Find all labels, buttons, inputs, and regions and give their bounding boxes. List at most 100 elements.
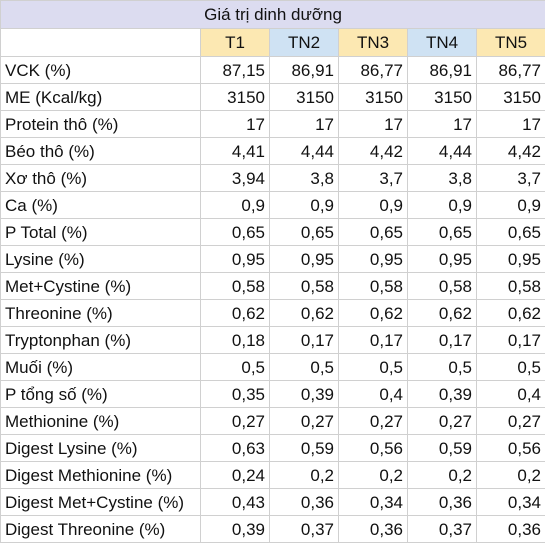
value-cell-t1[interactable]: 3,94: [200, 164, 270, 192]
value-cell-tn3[interactable]: 0,65: [338, 218, 408, 246]
value-cell-tn5[interactable]: 0,58: [475, 272, 545, 300]
value-cell-tn3[interactable]: 0,4: [338, 380, 408, 408]
value-cell-tn2[interactable]: 0,95: [269, 245, 339, 273]
value-cell-tn3[interactable]: 0,95: [338, 245, 408, 273]
value-cell-tn3[interactable]: 0,58: [338, 272, 408, 300]
row-label-cell[interactable]: VCK (%): [0, 56, 201, 84]
value-cell-tn3[interactable]: 86,77: [338, 56, 408, 84]
value-cell-tn2[interactable]: 0,37: [269, 515, 339, 543]
row-label-cell[interactable]: Digest Methionine (%): [0, 461, 201, 489]
value-cell-tn2[interactable]: 0,9: [269, 191, 339, 219]
value-cell-tn4[interactable]: 0,27: [407, 407, 477, 435]
value-cell-tn5[interactable]: 0,62: [475, 299, 545, 327]
value-cell-tn3[interactable]: 3150: [338, 83, 408, 111]
value-cell-tn2[interactable]: 0,2: [269, 461, 339, 489]
value-cell-tn5[interactable]: 0,5: [475, 353, 545, 381]
corner-cell[interactable]: [0, 28, 201, 57]
value-cell-tn4[interactable]: 3150: [407, 83, 477, 111]
value-cell-tn4[interactable]: 0,39: [407, 380, 477, 408]
value-cell-t1[interactable]: 87,15: [200, 56, 270, 84]
value-cell-tn5[interactable]: 0,95: [475, 245, 545, 273]
value-cell-tn4[interactable]: 4,44: [407, 137, 477, 165]
value-cell-tn2[interactable]: 86,91: [269, 56, 339, 84]
value-cell-tn4[interactable]: 0,95: [407, 245, 477, 273]
value-cell-tn4[interactable]: 0,58: [407, 272, 477, 300]
value-cell-tn2[interactable]: 0,39: [269, 380, 339, 408]
value-cell-t1[interactable]: 4,41: [200, 137, 270, 165]
value-cell-t1[interactable]: 0,95: [200, 245, 270, 273]
value-cell-tn5[interactable]: 0,4: [475, 380, 545, 408]
value-cell-t1[interactable]: 0,5: [200, 353, 270, 381]
column-header-tn2[interactable]: TN2: [269, 28, 339, 57]
value-cell-tn3[interactable]: 0,34: [338, 488, 408, 516]
value-cell-tn3[interactable]: 3,7: [338, 164, 408, 192]
value-cell-tn2[interactable]: 0,36: [269, 488, 339, 516]
value-cell-tn3[interactable]: 0,9: [338, 191, 408, 219]
row-label-cell[interactable]: Digest Threonine (%): [0, 515, 201, 543]
row-label-cell[interactable]: Muối (%): [0, 353, 201, 381]
value-cell-tn5[interactable]: 0,56: [475, 434, 545, 462]
row-label-cell[interactable]: Lysine (%): [0, 245, 201, 273]
value-cell-tn5[interactable]: 86,77: [475, 56, 545, 84]
row-label-cell[interactable]: Met+Cystine (%): [0, 272, 201, 300]
value-cell-tn3[interactable]: 0,36: [338, 515, 408, 543]
value-cell-tn4[interactable]: 17: [407, 110, 477, 138]
value-cell-tn5[interactable]: 17: [475, 110, 545, 138]
value-cell-tn3[interactable]: 0,5: [338, 353, 408, 381]
value-cell-tn3[interactable]: 0,2: [338, 461, 408, 489]
value-cell-tn5[interactable]: 0,65: [475, 218, 545, 246]
value-cell-tn4[interactable]: 0,59: [407, 434, 477, 462]
value-cell-tn3[interactable]: 0,62: [338, 299, 408, 327]
row-label-cell[interactable]: Xơ thô (%): [0, 164, 201, 192]
value-cell-tn3[interactable]: 4,42: [338, 137, 408, 165]
value-cell-tn5[interactable]: 0,27: [475, 407, 545, 435]
row-label-cell[interactable]: Digest Met+Cystine (%): [0, 488, 201, 516]
value-cell-tn4[interactable]: 0,36: [407, 488, 477, 516]
value-cell-tn2[interactable]: 3,8: [269, 164, 339, 192]
value-cell-t1[interactable]: 0,58: [200, 272, 270, 300]
value-cell-tn5[interactable]: 0,2: [475, 461, 545, 489]
column-header-tn4[interactable]: TN4: [407, 28, 477, 57]
value-cell-tn4[interactable]: 0,17: [407, 326, 477, 354]
value-cell-tn5[interactable]: 0,17: [475, 326, 545, 354]
row-label-cell[interactable]: Ca (%): [0, 191, 201, 219]
value-cell-tn2[interactable]: 0,27: [269, 407, 339, 435]
value-cell-t1[interactable]: 0,43: [200, 488, 270, 516]
value-cell-tn2[interactable]: 0,17: [269, 326, 339, 354]
value-cell-tn2[interactable]: 0,58: [269, 272, 339, 300]
value-cell-tn2[interactable]: 0,62: [269, 299, 339, 327]
row-label-cell[interactable]: Protein thô (%): [0, 110, 201, 138]
value-cell-tn2[interactable]: 3150: [269, 83, 339, 111]
value-cell-tn3[interactable]: 0,56: [338, 434, 408, 462]
value-cell-tn2[interactable]: 0,5: [269, 353, 339, 381]
value-cell-tn4[interactable]: 0,37: [407, 515, 477, 543]
value-cell-tn4[interactable]: 86,91: [407, 56, 477, 84]
column-header-t1[interactable]: T1: [200, 28, 270, 57]
value-cell-tn4[interactable]: 0,5: [407, 353, 477, 381]
value-cell-t1[interactable]: 3150: [200, 83, 270, 111]
row-label-cell[interactable]: Digest Lysine (%): [0, 434, 201, 462]
value-cell-tn2[interactable]: 17: [269, 110, 339, 138]
value-cell-t1[interactable]: 0,18: [200, 326, 270, 354]
row-label-cell[interactable]: P tổng số (%): [0, 380, 201, 408]
value-cell-t1[interactable]: 0,35: [200, 380, 270, 408]
value-cell-t1[interactable]: 17: [200, 110, 270, 138]
value-cell-t1[interactable]: 0,9: [200, 191, 270, 219]
value-cell-tn3[interactable]: 17: [338, 110, 408, 138]
row-label-cell[interactable]: ME (Kcal/kg): [0, 83, 201, 111]
value-cell-tn5[interactable]: 0,36: [475, 515, 545, 543]
value-cell-tn3[interactable]: 0,27: [338, 407, 408, 435]
column-header-tn3[interactable]: TN3: [338, 28, 408, 57]
row-label-cell[interactable]: Béo thô (%): [0, 137, 201, 165]
value-cell-tn2[interactable]: 0,59: [269, 434, 339, 462]
value-cell-tn4[interactable]: 0,65: [407, 218, 477, 246]
value-cell-tn2[interactable]: 4,44: [269, 137, 339, 165]
value-cell-tn4[interactable]: 0,62: [407, 299, 477, 327]
value-cell-t1[interactable]: 0,27: [200, 407, 270, 435]
value-cell-tn2[interactable]: 0,65: [269, 218, 339, 246]
row-label-cell[interactable]: Threonine (%): [0, 299, 201, 327]
value-cell-tn3[interactable]: 0,17: [338, 326, 408, 354]
value-cell-t1[interactable]: 0,63: [200, 434, 270, 462]
value-cell-tn4[interactable]: 0,9: [407, 191, 477, 219]
value-cell-tn5[interactable]: 0,34: [475, 488, 545, 516]
